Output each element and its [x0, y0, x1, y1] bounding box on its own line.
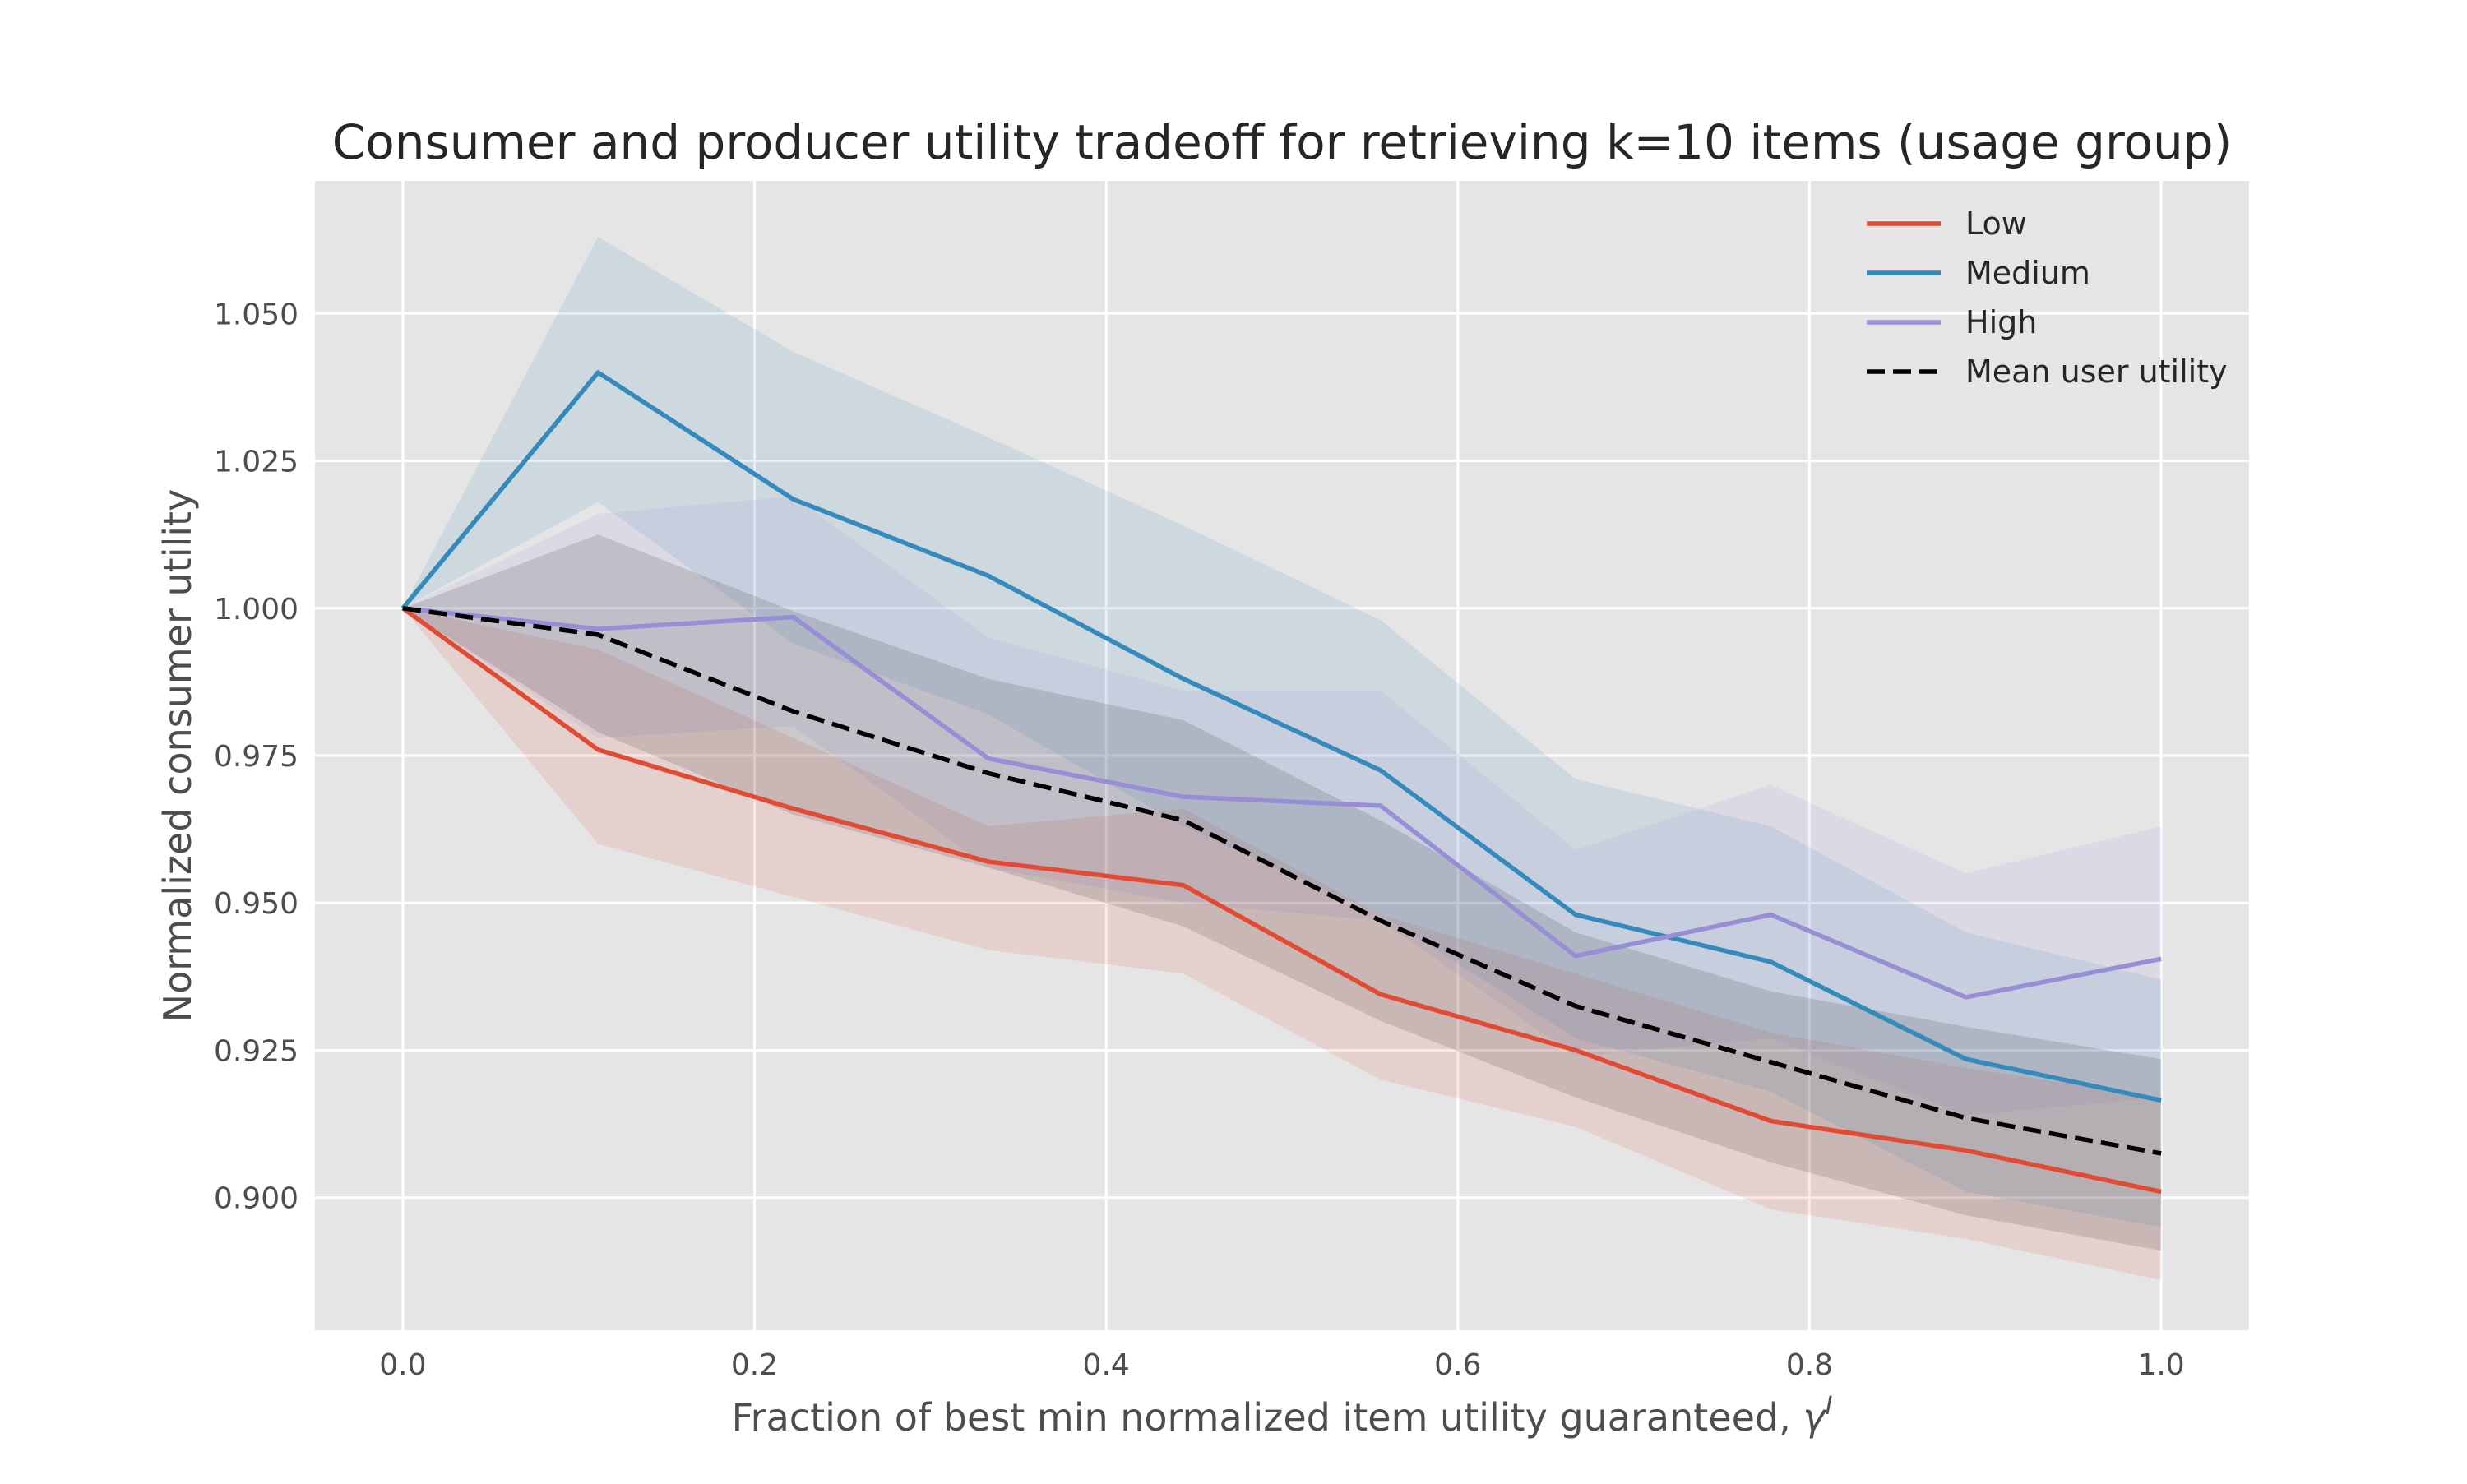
x-tick-label: 0.8 [1786, 1348, 1833, 1382]
series-line-high [402, 606, 2162, 1000]
y-tick-label: 0.975 [214, 740, 299, 774]
series-line-mean-user-utility [402, 606, 2162, 1156]
confidence-bands [402, 237, 2162, 1281]
legend-label: High [1965, 304, 2037, 340]
legend-label: Low [1965, 206, 2027, 242]
legend: Low Medium High Mean user utility [1867, 206, 2228, 390]
legend-label: Mean user utility [1965, 354, 2228, 390]
y-tick-label: 0.950 [214, 887, 299, 921]
y-axis-ticks: 0.900 0.925 0.950 0.975 1.000 1.025 1.050 [214, 298, 299, 1215]
series-line-medium [400, 370, 2162, 1103]
x-axis-label: Fraction of best min normalized item uti… [732, 1392, 1833, 1440]
y-tick-label: 0.925 [214, 1034, 299, 1068]
x-axis-ticks: 0.0 0.2 0.4 0.6 0.8 1.0 [379, 1348, 2184, 1382]
band-mean-user-utility [402, 534, 2162, 1251]
legend-label: Medium [1965, 255, 2090, 291]
y-tick-label: 1.025 [214, 446, 299, 479]
y-tick-label: 1.000 [214, 593, 299, 626]
grid-lines [315, 181, 2249, 1330]
series-lines [400, 370, 2162, 1195]
x-tick-label: 0.2 [731, 1348, 778, 1382]
x-tick-label: 0.0 [379, 1348, 426, 1382]
band-low [402, 608, 2162, 1281]
x-tick-label: 0.4 [1083, 1348, 1130, 1382]
y-tick-label: 0.900 [214, 1182, 299, 1216]
band-medium [402, 237, 2162, 1227]
x-tick-label: 0.6 [1434, 1348, 1481, 1382]
y-tick-label: 1.050 [214, 298, 299, 331]
x-axis-label-superscript: I [1826, 1392, 1833, 1421]
y-axis-label: Normalized consumer utility [155, 489, 200, 1023]
chart-title: Consumer and producer utility tradeoff f… [332, 114, 2232, 170]
x-tick-label: 1.0 [2137, 1348, 2184, 1382]
series-line-low [401, 606, 2162, 1195]
x-axis-label-text: Fraction of best min normalized item uti… [732, 1395, 1803, 1440]
x-axis-label-symbol: γ [1803, 1395, 1827, 1440]
